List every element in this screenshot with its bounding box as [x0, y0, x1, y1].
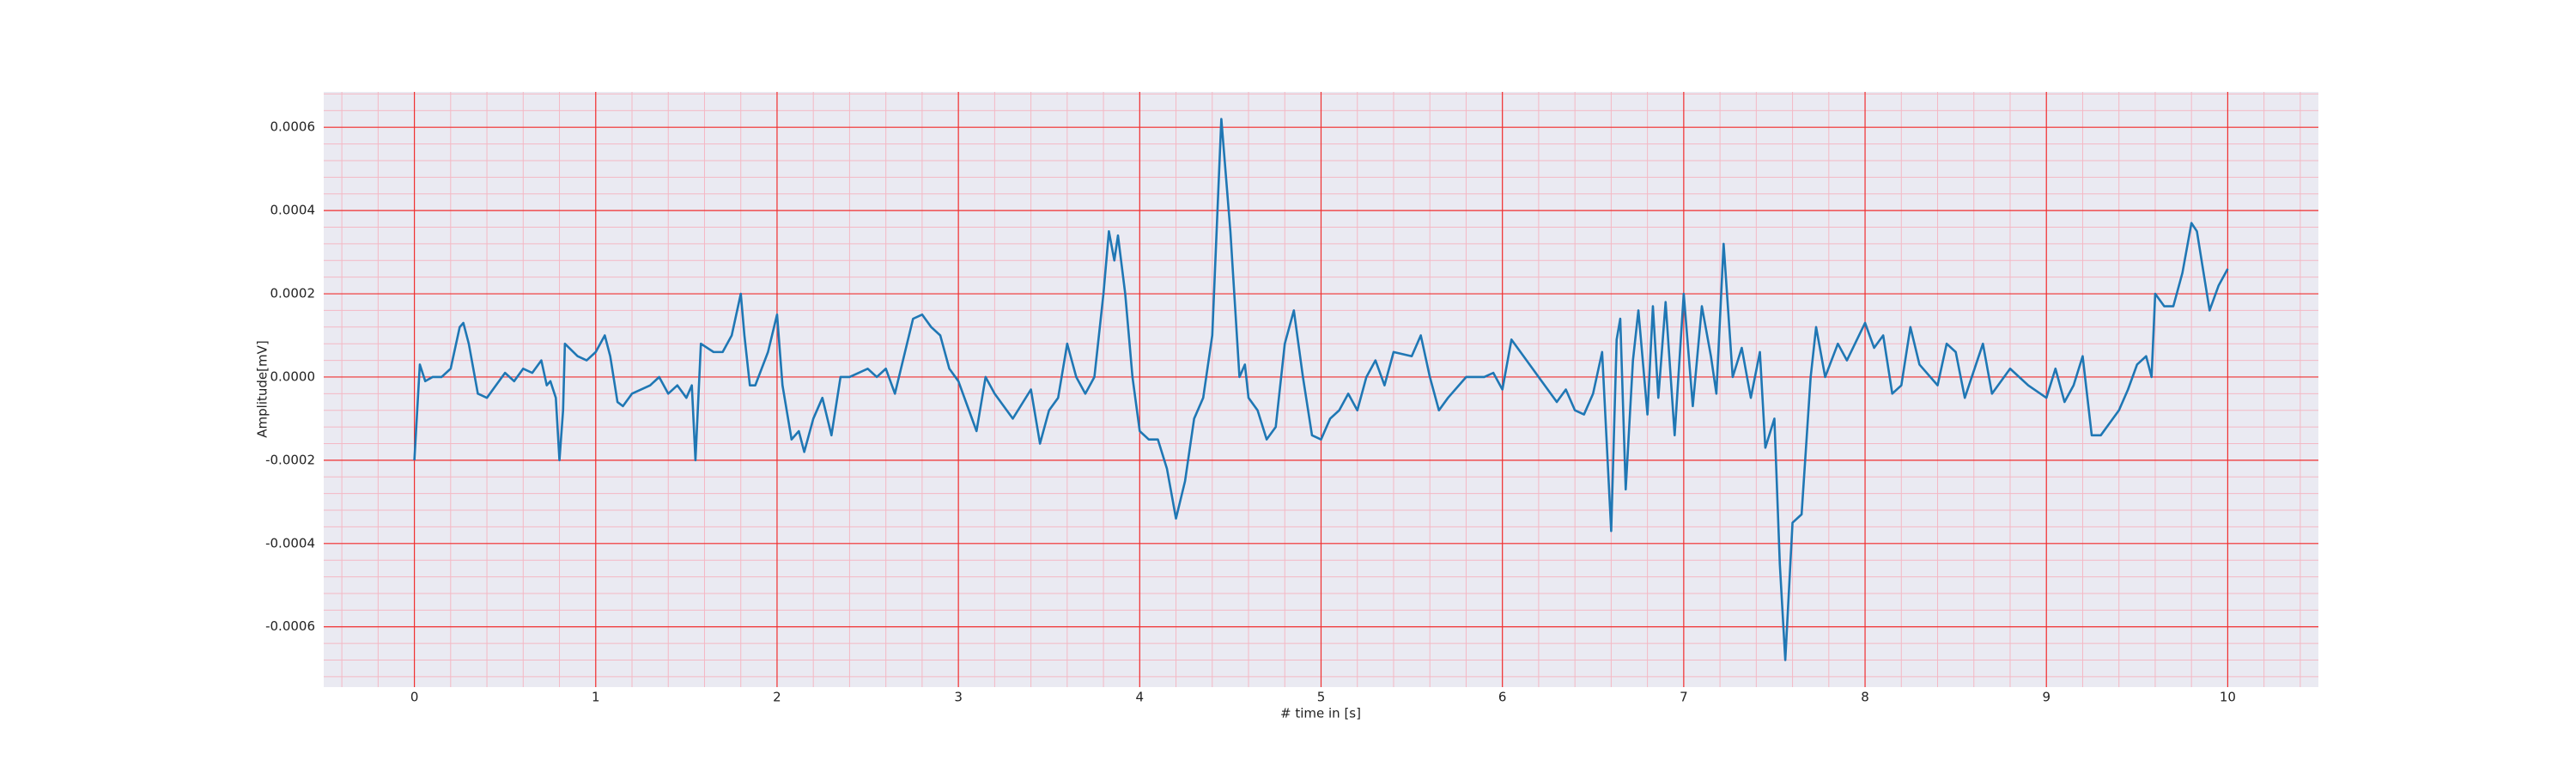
x-tick-label: 10 — [2220, 690, 2236, 705]
y-tick-label: 0.0000 — [270, 368, 316, 384]
x-tick-label: 1 — [592, 690, 600, 705]
x-tick-label: 5 — [1317, 690, 1326, 705]
signal-line — [413, 118, 2229, 661]
y-tick-label: 0.0002 — [270, 286, 316, 301]
y-tick-label: -0.0006 — [265, 618, 315, 634]
x-tick-label: 4 — [1136, 690, 1145, 705]
x-tick-label: 9 — [2042, 690, 2050, 705]
x-tick-label: 2 — [773, 690, 781, 705]
y-tick-label: -0.0002 — [265, 452, 315, 467]
x-tick-label: 8 — [1861, 690, 1869, 705]
y-tick-label: -0.0004 — [265, 535, 315, 551]
y-tick-label: 0.0004 — [270, 203, 316, 218]
x-tick-label: 6 — [1498, 690, 1507, 705]
x-tick-label: 7 — [1680, 690, 1688, 705]
y-axis-label: Amplitude[mV] — [255, 340, 270, 437]
x-axis-label: # time in [s] — [1280, 706, 1361, 721]
x-tick-label: 3 — [954, 690, 963, 705]
y-tick-label: 0.0006 — [270, 119, 316, 135]
x-tick-label: 0 — [410, 690, 419, 705]
